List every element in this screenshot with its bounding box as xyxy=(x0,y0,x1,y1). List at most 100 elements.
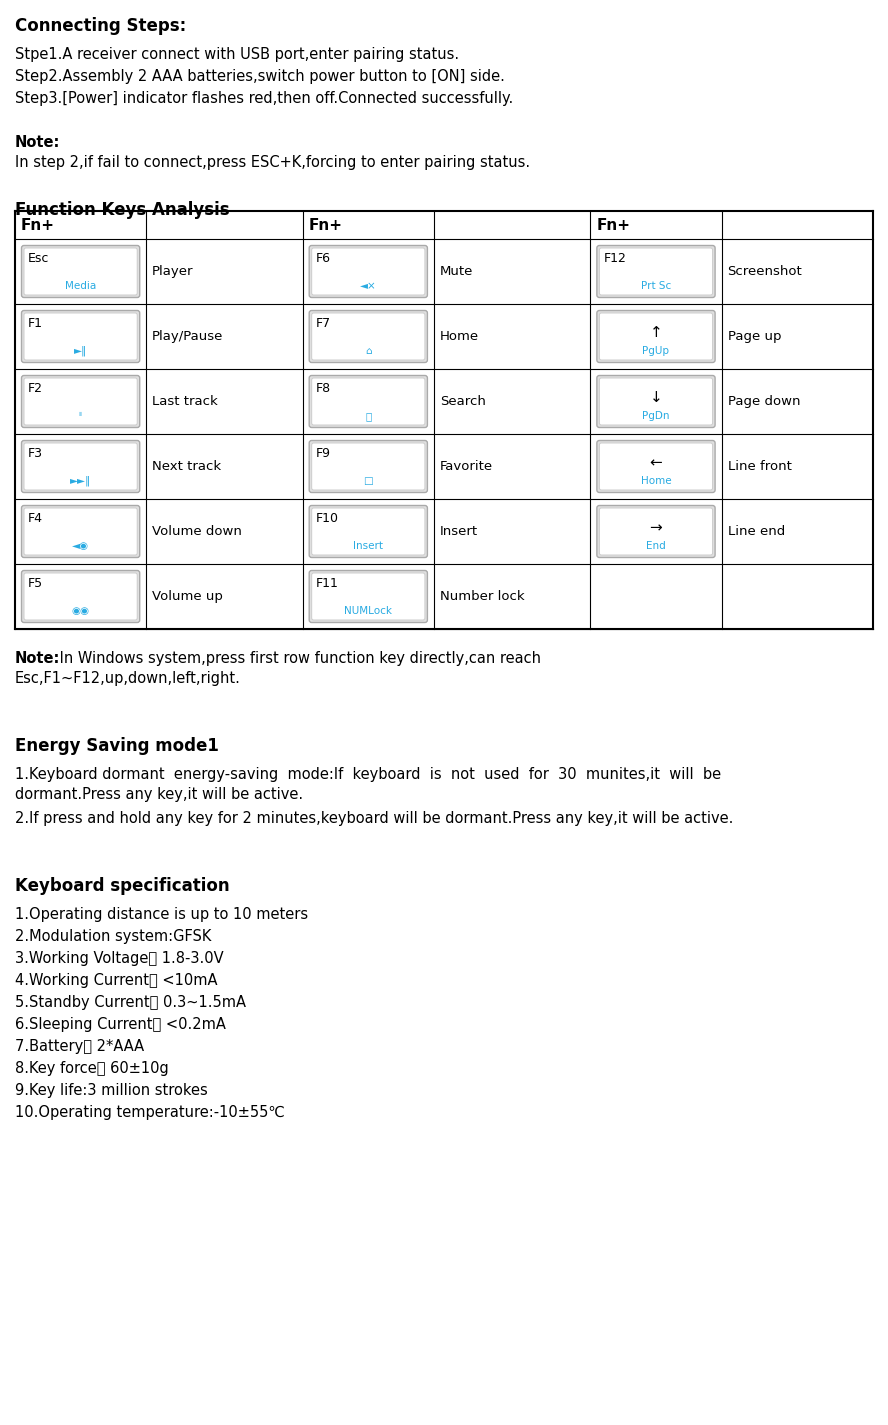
FancyBboxPatch shape xyxy=(599,378,712,425)
Text: Prt Sc: Prt Sc xyxy=(641,281,671,291)
Text: ᑊᑊ: ᑊᑊ xyxy=(79,410,83,420)
Text: Fn+: Fn+ xyxy=(309,218,343,232)
Text: Volume down: Volume down xyxy=(152,524,242,539)
FancyBboxPatch shape xyxy=(597,506,715,557)
Text: Last track: Last track xyxy=(152,395,218,408)
FancyBboxPatch shape xyxy=(21,506,139,557)
Text: ←: ← xyxy=(650,455,662,470)
FancyBboxPatch shape xyxy=(24,378,138,425)
Text: 10.Operating temperature:-10±55℃: 10.Operating temperature:-10±55℃ xyxy=(15,1104,285,1120)
Text: Connecting Steps:: Connecting Steps: xyxy=(15,17,186,36)
Text: 6.Sleeping Current： <0.2mA: 6.Sleeping Current： <0.2mA xyxy=(15,1017,226,1032)
Text: Function Keys Analysis: Function Keys Analysis xyxy=(15,201,230,219)
Text: PgUp: PgUp xyxy=(643,346,670,356)
Text: 1.Keyboard dormant  energy-saving  mode:If  keyboard  is  not  used  for  30  mu: 1.Keyboard dormant energy-saving mode:If… xyxy=(15,767,721,782)
Text: F6: F6 xyxy=(315,252,330,265)
Text: Note:: Note: xyxy=(15,651,60,665)
FancyBboxPatch shape xyxy=(21,570,139,623)
FancyBboxPatch shape xyxy=(597,245,715,298)
Text: Search: Search xyxy=(440,395,486,408)
Text: 4.Working Current： <10mA: 4.Working Current： <10mA xyxy=(15,973,218,988)
Text: ◉◉: ◉◉ xyxy=(72,606,90,616)
FancyBboxPatch shape xyxy=(24,507,138,554)
FancyBboxPatch shape xyxy=(309,440,427,493)
Text: F4: F4 xyxy=(28,512,43,524)
Text: F11: F11 xyxy=(315,577,338,590)
Text: 9.Key life:3 million strokes: 9.Key life:3 million strokes xyxy=(15,1083,208,1099)
FancyBboxPatch shape xyxy=(309,311,427,362)
FancyBboxPatch shape xyxy=(312,443,424,490)
Text: F7: F7 xyxy=(315,316,331,331)
FancyBboxPatch shape xyxy=(24,443,138,490)
Text: F1: F1 xyxy=(28,316,43,331)
FancyBboxPatch shape xyxy=(24,573,138,620)
FancyBboxPatch shape xyxy=(21,440,139,493)
FancyBboxPatch shape xyxy=(309,245,427,298)
FancyBboxPatch shape xyxy=(21,245,139,298)
Text: Favorite: Favorite xyxy=(440,460,493,473)
Text: ◄×: ◄× xyxy=(360,281,377,291)
FancyBboxPatch shape xyxy=(21,376,139,428)
Text: Number lock: Number lock xyxy=(440,590,525,603)
Text: Energy Saving mode1: Energy Saving mode1 xyxy=(15,737,218,755)
FancyBboxPatch shape xyxy=(599,443,712,490)
Text: ⌂: ⌂ xyxy=(365,346,371,356)
Text: Media: Media xyxy=(65,281,96,291)
Text: Home: Home xyxy=(640,476,671,486)
Text: 2.If press and hold any key for 2 minutes,keyboard will be dormant.Press any key: 2.If press and hold any key for 2 minute… xyxy=(15,811,733,826)
FancyBboxPatch shape xyxy=(309,376,427,428)
FancyBboxPatch shape xyxy=(24,248,138,295)
Text: F2: F2 xyxy=(28,382,43,395)
Text: F9: F9 xyxy=(315,447,330,460)
Text: □: □ xyxy=(363,476,373,486)
Text: ►►‖: ►►‖ xyxy=(70,476,91,486)
Text: ↑: ↑ xyxy=(650,325,662,341)
Text: ◄◉: ◄◉ xyxy=(72,542,89,551)
Text: Stpe1.A receiver connect with USB port,enter pairing status.: Stpe1.A receiver connect with USB port,e… xyxy=(15,47,459,63)
Text: Insert: Insert xyxy=(440,524,478,539)
FancyBboxPatch shape xyxy=(21,311,139,362)
FancyBboxPatch shape xyxy=(599,314,712,361)
Text: 7.Battery： 2*AAA: 7.Battery： 2*AAA xyxy=(15,1039,149,1054)
Text: Insert: Insert xyxy=(353,542,384,551)
Text: Page up: Page up xyxy=(727,331,781,343)
Text: Fn+: Fn+ xyxy=(597,218,630,232)
Text: F5: F5 xyxy=(28,577,44,590)
Text: Home: Home xyxy=(440,331,479,343)
Text: Mute: Mute xyxy=(440,265,473,278)
Text: Esc,F1~F12,up,down,left,right.: Esc,F1~F12,up,down,left,right. xyxy=(15,671,241,685)
Text: Play/Pause: Play/Pause xyxy=(152,331,224,343)
FancyBboxPatch shape xyxy=(597,440,715,493)
FancyBboxPatch shape xyxy=(312,314,424,361)
Text: Screenshot: Screenshot xyxy=(727,265,803,278)
FancyBboxPatch shape xyxy=(312,507,424,554)
FancyBboxPatch shape xyxy=(312,378,424,425)
Text: PgDn: PgDn xyxy=(642,410,670,420)
FancyBboxPatch shape xyxy=(309,506,427,557)
Text: Step2.Assembly 2 AAA batteries,switch power button to [ON] side.: Step2.Assembly 2 AAA batteries,switch po… xyxy=(15,68,505,84)
Text: F8: F8 xyxy=(315,382,331,395)
Text: NUMLock: NUMLock xyxy=(345,606,392,616)
FancyBboxPatch shape xyxy=(312,573,424,620)
Text: 2.Modulation system:GFSK: 2.Modulation system:GFSK xyxy=(15,929,211,943)
Text: Page down: Page down xyxy=(727,395,800,408)
Text: 🔍: 🔍 xyxy=(365,410,371,420)
Text: ►‖: ►‖ xyxy=(74,345,87,356)
Text: Esc: Esc xyxy=(28,252,50,265)
FancyBboxPatch shape xyxy=(309,570,427,623)
FancyBboxPatch shape xyxy=(599,507,712,554)
Text: Line end: Line end xyxy=(727,524,785,539)
Text: 1.Operating distance is up to 10 meters: 1.Operating distance is up to 10 meters xyxy=(15,906,308,922)
FancyBboxPatch shape xyxy=(24,314,138,361)
Text: 3.Working Voltage： 1.8-3.0V: 3.Working Voltage： 1.8-3.0V xyxy=(15,950,224,966)
Text: Note:: Note: xyxy=(15,135,60,150)
Text: In step 2,if fail to connect,press ESC+K,forcing to enter pairing status.: In step 2,if fail to connect,press ESC+K… xyxy=(15,155,530,170)
Text: F10: F10 xyxy=(315,512,338,524)
Text: F12: F12 xyxy=(603,252,626,265)
Text: Volume up: Volume up xyxy=(152,590,223,603)
Text: 8.Key force： 60±10g: 8.Key force： 60±10g xyxy=(15,1062,169,1076)
Text: →: → xyxy=(650,520,662,534)
Text: F3: F3 xyxy=(28,447,43,460)
Text: Player: Player xyxy=(152,265,194,278)
Text: Line front: Line front xyxy=(727,460,791,473)
